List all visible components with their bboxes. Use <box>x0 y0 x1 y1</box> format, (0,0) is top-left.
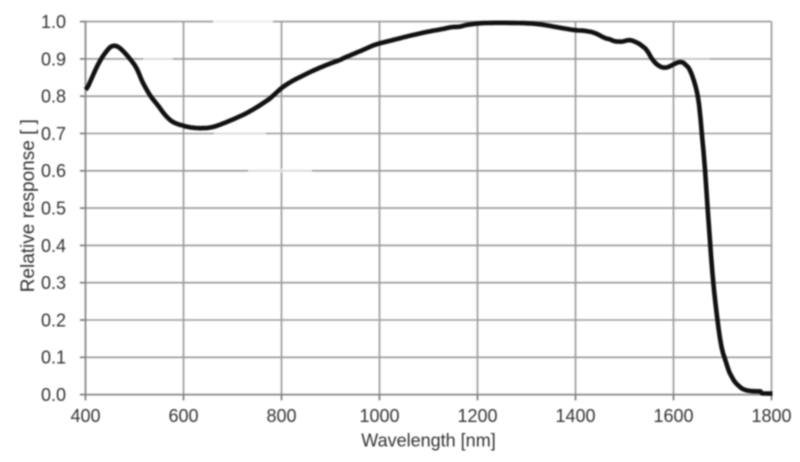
svg-text:1.0: 1.0 <box>41 12 66 32</box>
svg-text:0.8: 0.8 <box>41 87 66 107</box>
svg-text:0.4: 0.4 <box>41 236 66 256</box>
svg-text:Wavelength [nm]: Wavelength [nm] <box>361 431 495 451</box>
svg-text:1000: 1000 <box>359 406 399 426</box>
svg-text:600: 600 <box>168 406 198 426</box>
svg-text:1600: 1600 <box>653 406 693 426</box>
svg-text:1400: 1400 <box>555 406 595 426</box>
svg-text:0.0: 0.0 <box>41 385 66 405</box>
svg-text:0.2: 0.2 <box>41 310 66 330</box>
svg-text:0.1: 0.1 <box>41 348 66 368</box>
svg-text:0.5: 0.5 <box>41 199 66 219</box>
svg-text:Relative response [ ]: Relative response [ ] <box>18 119 39 292</box>
svg-text:0.3: 0.3 <box>41 273 66 293</box>
svg-text:1800: 1800 <box>751 406 791 426</box>
svg-text:800: 800 <box>266 406 296 426</box>
svg-text:0.7: 0.7 <box>41 124 66 144</box>
svg-text:0.9: 0.9 <box>41 49 66 69</box>
svg-text:0.6: 0.6 <box>41 161 66 181</box>
svg-text:400: 400 <box>70 406 100 426</box>
svg-text:1200: 1200 <box>457 406 497 426</box>
